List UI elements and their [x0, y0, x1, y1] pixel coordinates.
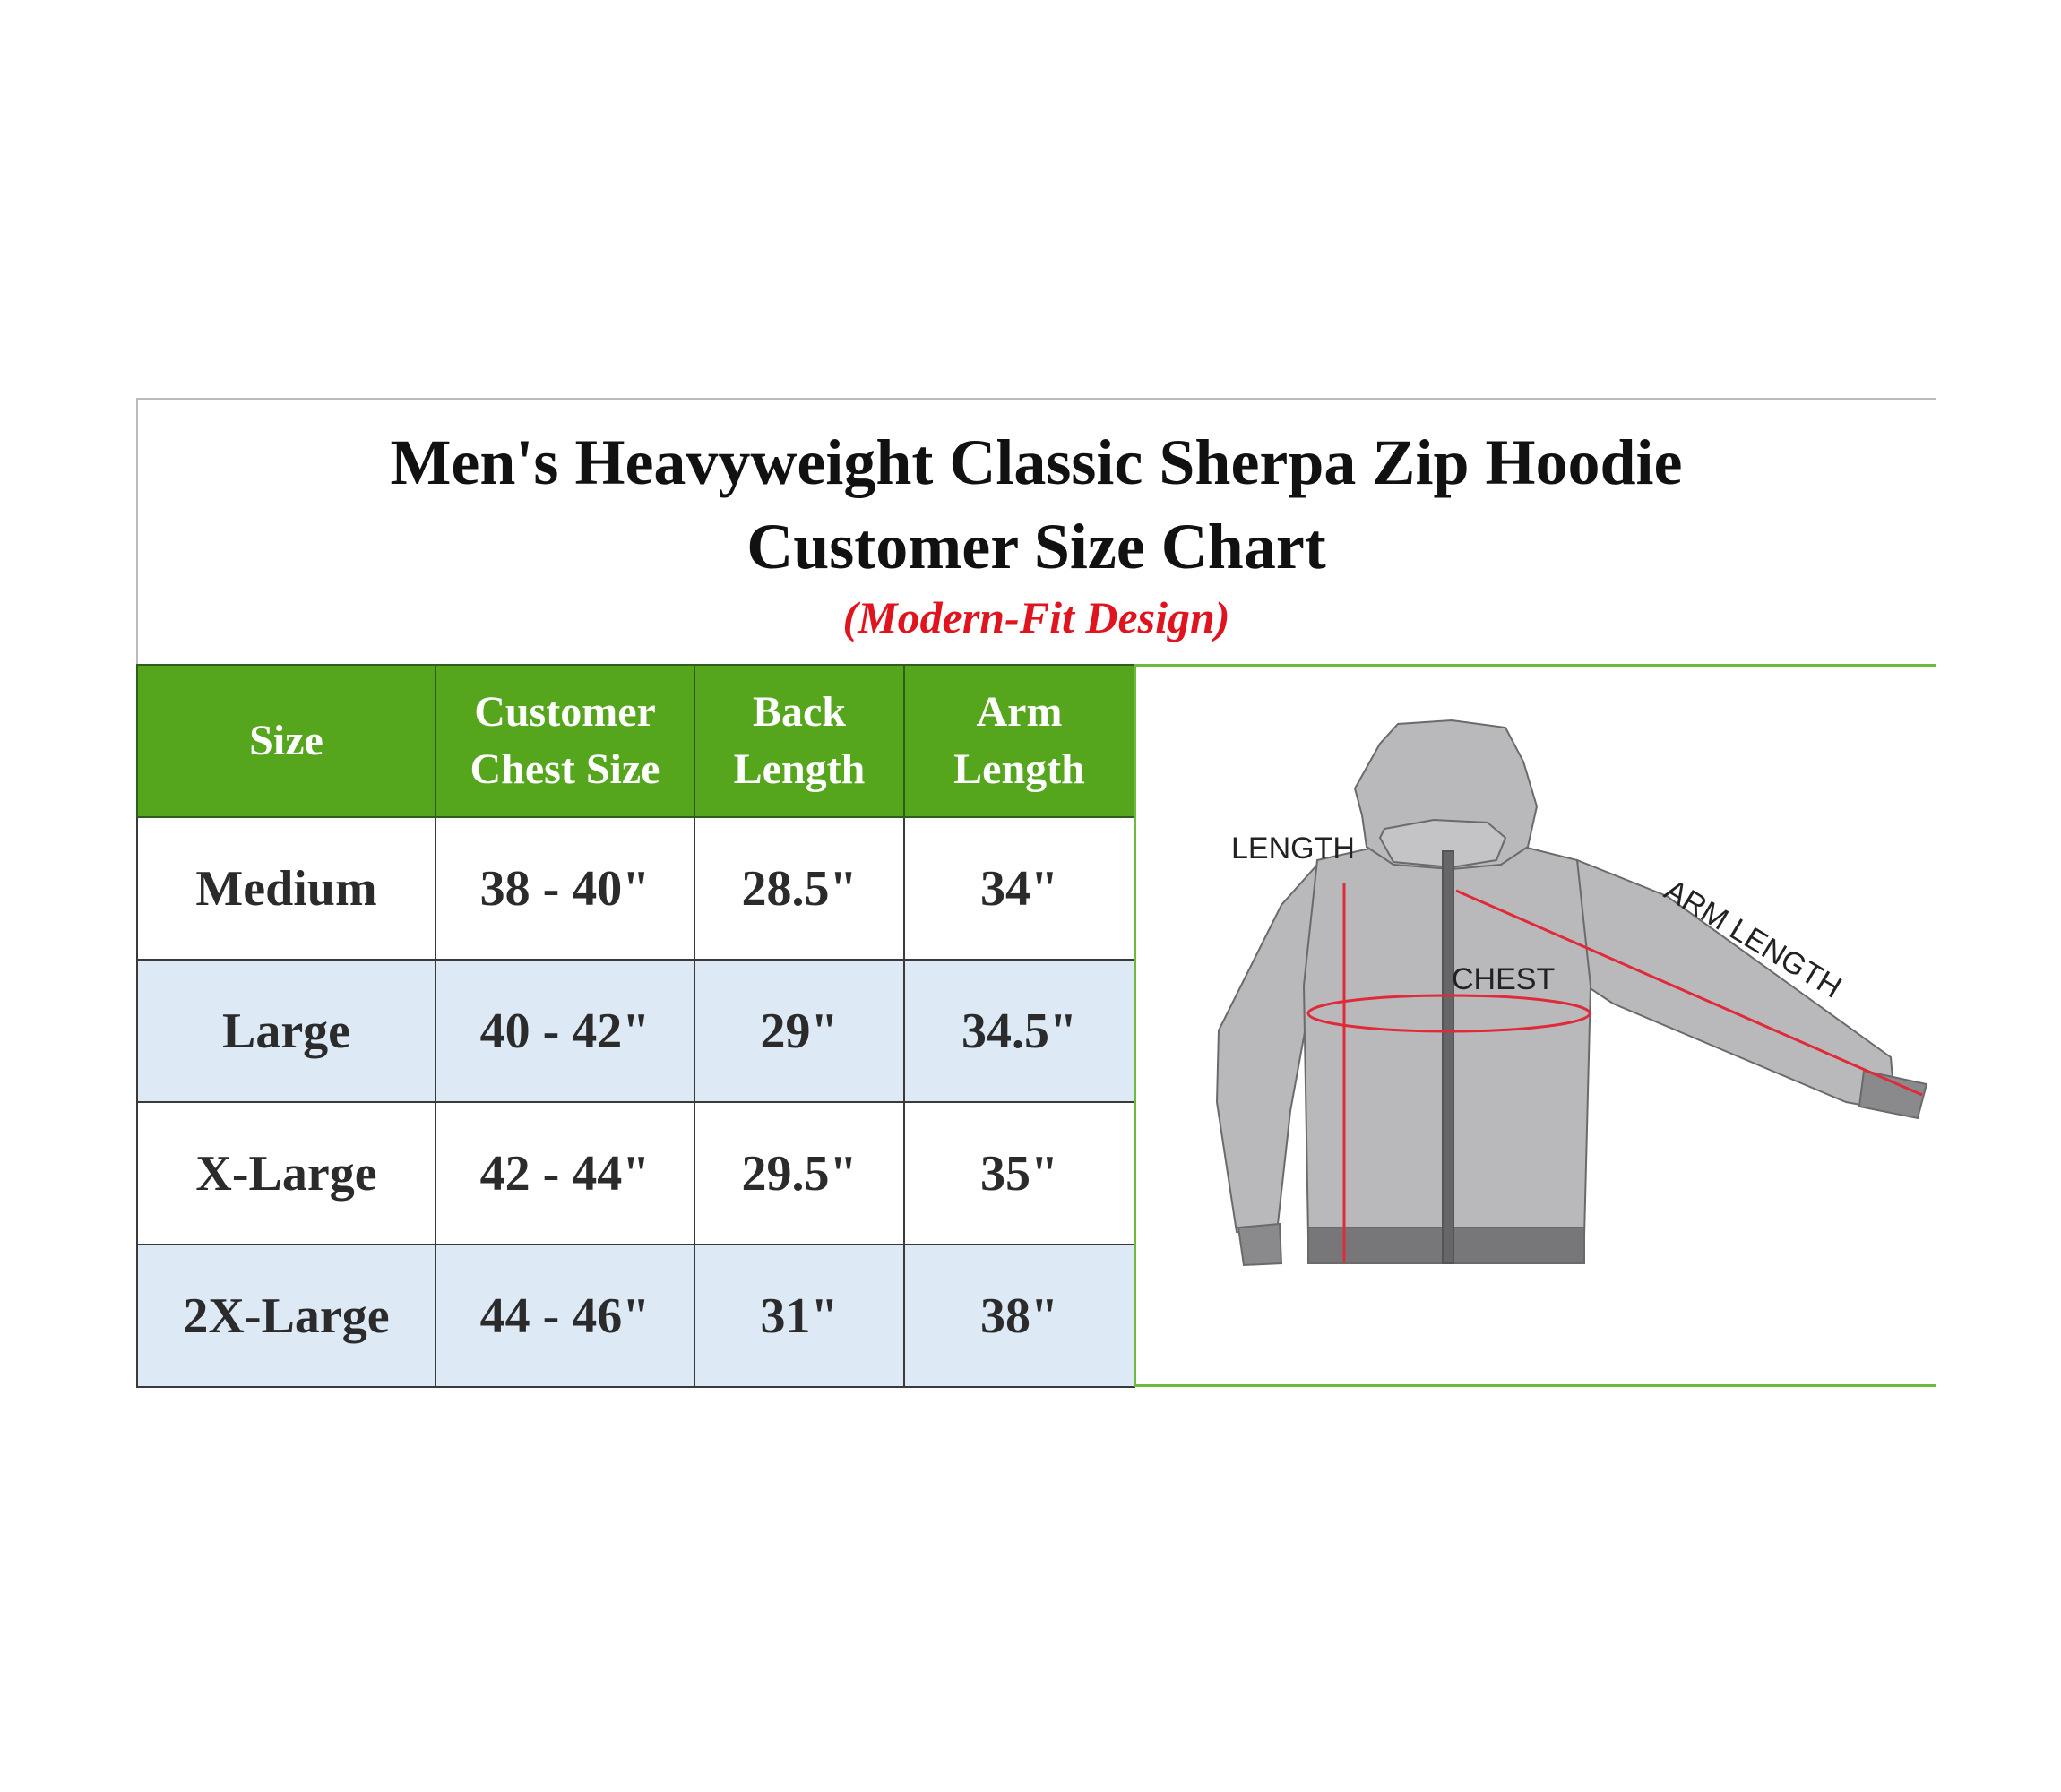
chest-label: CHEST — [1452, 962, 1555, 996]
header-chest: Customer Chest Size — [435, 664, 695, 818]
chest-ellipse — [1306, 994, 1591, 1033]
header-text: Back — [752, 688, 846, 736]
measurement-lines — [1306, 883, 1923, 1262]
left-cuff — [1237, 1222, 1283, 1267]
header-back-length: Back Length — [694, 664, 905, 818]
cell-arm-length: 34" — [903, 816, 1135, 961]
header-text: Arm — [976, 688, 1063, 736]
cell-arm-length: 38" — [903, 1244, 1135, 1388]
cell-chest: 42 - 44" — [435, 1101, 695, 1245]
header-text: Size — [249, 717, 323, 764]
table-row: Medium 38 - 40" 28.5" 34" — [136, 816, 1135, 961]
header-text: Length — [953, 745, 1085, 793]
right-cuff — [1858, 1069, 1928, 1120]
length-label: LENGTH — [1231, 831, 1355, 866]
cell-back-length: 28.5" — [694, 816, 905, 961]
header-text: Length — [733, 745, 866, 793]
cell-chest: 38 - 40" — [435, 816, 695, 961]
size-table: Size Customer Chest Size Back Length Arm Le… — [136, 664, 1135, 1388]
cell-size: X-Large — [136, 1101, 436, 1245]
header-text: Chest Size — [470, 745, 660, 793]
header-text: Customer — [474, 688, 656, 736]
hood-collar — [1378, 818, 1507, 869]
arm-length-arrow — [1455, 889, 1923, 1097]
header-size: Size — [136, 664, 436, 818]
page-title-line2: Customer Size Chart — [746, 511, 1326, 582]
left-sleeve — [1215, 862, 1319, 1233]
subtitle: (Modern-Fit Design) — [842, 592, 1230, 642]
header-arm-length: Arm Length — [903, 664, 1135, 818]
right-sleeve — [1575, 858, 1897, 1113]
cell-back-length: 29.5" — [694, 1101, 905, 1245]
cell-arm-length: 34.5" — [903, 959, 1135, 1103]
cell-size: 2X-Large — [136, 1244, 436, 1388]
cell-back-length: 31" — [694, 1244, 905, 1388]
cell-arm-length: 35" — [903, 1101, 1135, 1245]
cell-chest: 40 - 42" — [435, 959, 695, 1103]
zipper — [1442, 850, 1454, 1264]
cell-size: Large — [136, 959, 436, 1103]
header-row: Size Customer Chest Size Back Length Arm Le… — [136, 664, 1135, 818]
page-title: Men's Heavyweight Classic Sherpa Zip Hoo… — [390, 426, 1683, 498]
table-row: 2X-Large 44 - 46" 31" 38" — [136, 1244, 1135, 1388]
cell-size: Medium — [136, 816, 436, 961]
table-row: Large 40 - 42" 29" 34.5" — [136, 959, 1135, 1103]
cell-chest: 44 - 46" — [435, 1244, 695, 1388]
table-row: X-Large 42 - 44" 29.5" 35" — [136, 1101, 1135, 1245]
cell-back-length: 29" — [694, 959, 905, 1103]
